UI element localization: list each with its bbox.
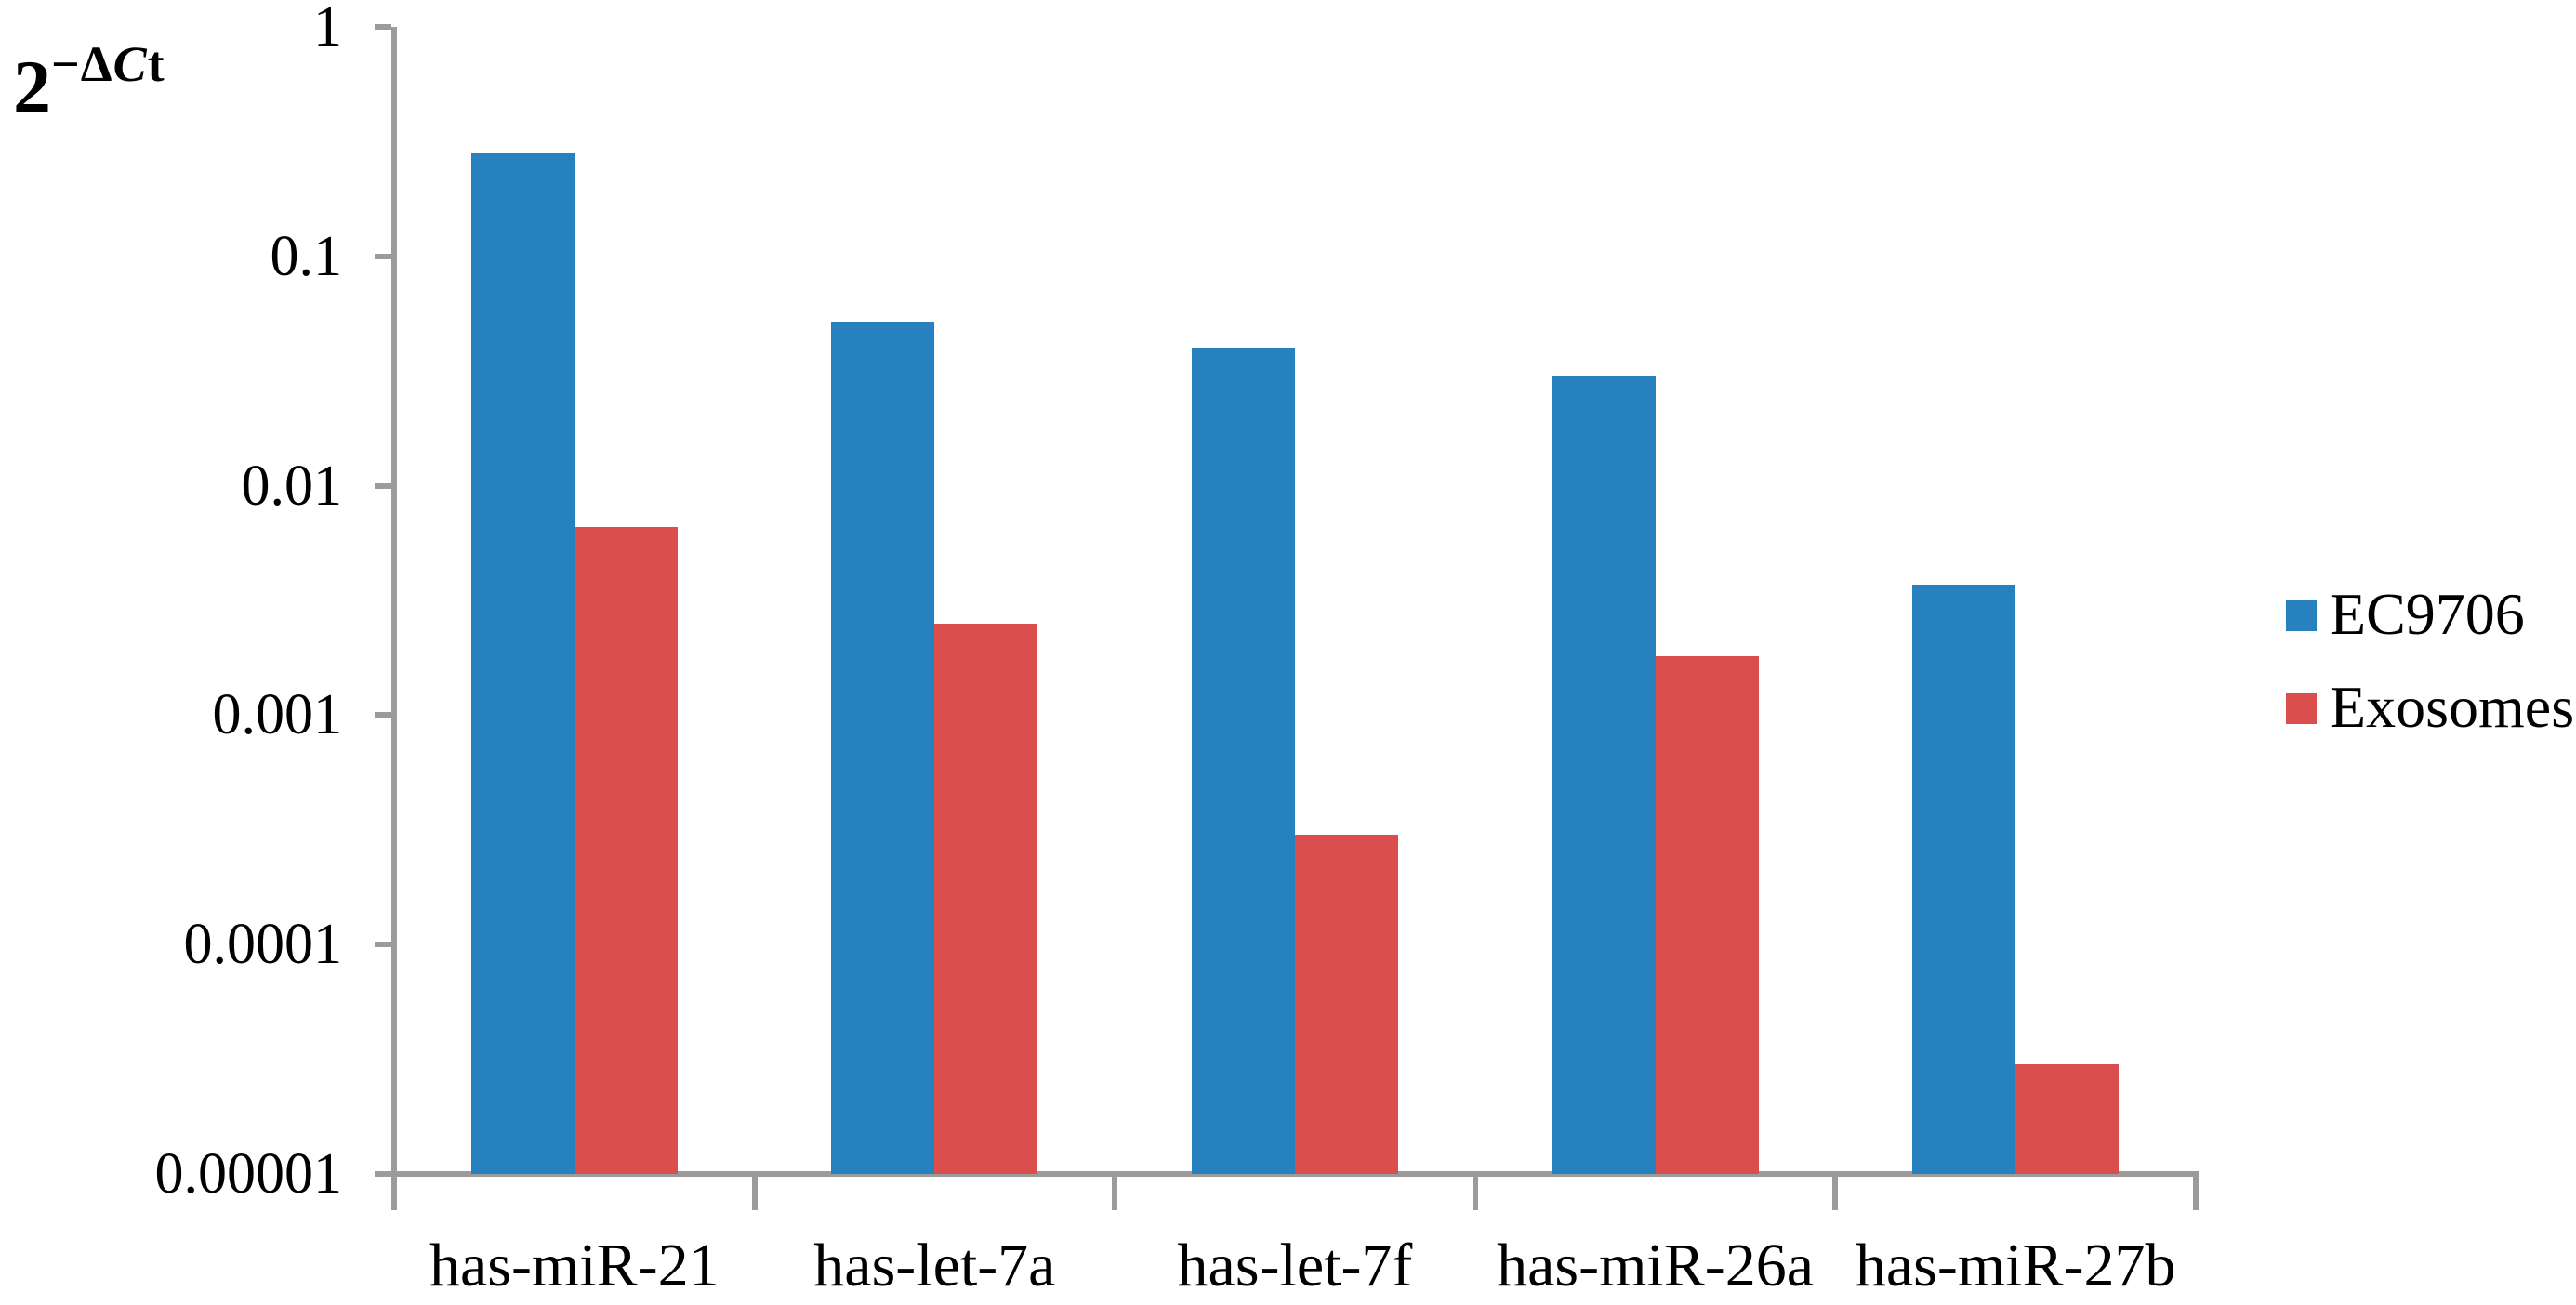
x-tick: [1472, 1174, 1478, 1210]
y-tick-label: 0.0001: [183, 913, 343, 977]
x-category-label: has-miR-27b: [1855, 1232, 2176, 1299]
bar-ec9706-has-miR-21: [470, 153, 575, 1174]
y-tick-label: 1: [313, 0, 342, 59]
y-axis-title: 2−ΔCt: [13, 39, 165, 125]
bar-ec9706-has-miR-26a: [1552, 376, 1656, 1174]
bar-exosomes-has-let-7a: [934, 624, 1038, 1174]
y-axis-line: [391, 27, 397, 1180]
x-category-label: has-let-7a: [813, 1232, 1056, 1299]
y-tick: [375, 712, 391, 718]
legend-label-exosomes: Exosomes: [2330, 674, 2575, 740]
x-axis-line: [375, 1171, 2199, 1177]
bar-ec9706-has-let-7a: [831, 321, 935, 1174]
bar-ec9706-has-miR-27b: [1912, 585, 2016, 1174]
y-tick: [375, 24, 391, 30]
y-tick-label: 0.01: [241, 454, 343, 518]
x-category-label: has-miR-21: [429, 1232, 720, 1299]
x-category-label: has-miR-26a: [1497, 1232, 1815, 1299]
y-axis-title-base: 2: [13, 45, 51, 129]
bar-exosomes-has-miR-21: [574, 527, 678, 1174]
legend-label-ec9706: EC9706: [2330, 581, 2525, 647]
x-tick: [391, 1174, 397, 1210]
y-tick: [375, 482, 391, 489]
y-tick: [375, 1171, 391, 1177]
y-axis-title-exponent: −ΔCt: [51, 36, 165, 92]
x-tick: [1112, 1174, 1118, 1210]
x-tick: [1832, 1174, 1839, 1210]
bar-exosomes-has-miR-27b: [2015, 1064, 2120, 1174]
x-tick: [2193, 1174, 2199, 1210]
y-tick-label: 0.00001: [154, 1142, 343, 1206]
bar-ec9706-has-let-7f: [1192, 348, 1295, 1174]
legend-swatch-exosomes: [2286, 693, 2317, 724]
bar-exosomes-has-let-7f: [1295, 835, 1398, 1174]
bar-exosomes-has-miR-26a: [1655, 656, 1759, 1174]
x-category-label: has-let-7f: [1177, 1232, 1413, 1299]
y-tick: [375, 253, 391, 259]
x-tick: [751, 1174, 758, 1210]
y-tick-label: 0.001: [212, 683, 343, 747]
y-tick-label: 0.1: [270, 224, 343, 288]
legend-swatch-ec9706: [2286, 600, 2317, 631]
y-tick: [375, 942, 391, 948]
